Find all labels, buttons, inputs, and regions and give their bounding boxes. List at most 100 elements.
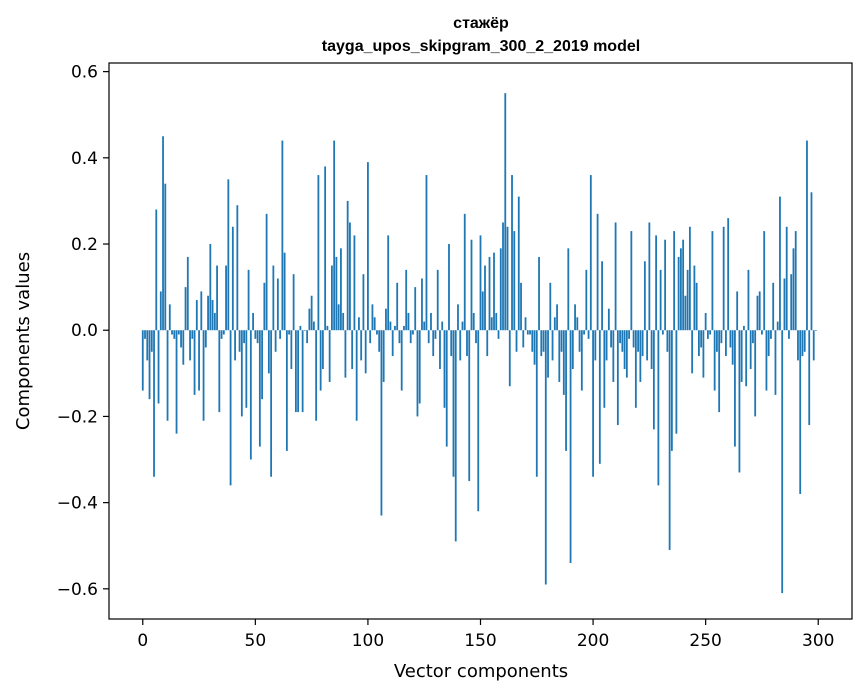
bars-group xyxy=(141,93,817,594)
bar-component-295 xyxy=(806,140,808,331)
bar-component-102 xyxy=(371,304,374,331)
bar-component-289 xyxy=(792,248,795,331)
bar-component-3 xyxy=(148,330,151,400)
bar-component-34 xyxy=(218,330,221,413)
bar-component-184 xyxy=(556,304,558,331)
bar-component-59 xyxy=(274,330,277,352)
bar-component-210 xyxy=(614,222,617,331)
bar-component-191 xyxy=(571,330,574,370)
bar-component-20 xyxy=(186,256,189,331)
bar-component-183 xyxy=(553,317,556,331)
bar-component-72 xyxy=(303,330,306,331)
bar-component-119 xyxy=(409,330,412,344)
x-axis-label: Vector components xyxy=(394,661,568,682)
bar-component-272 xyxy=(754,330,757,417)
bar-component-178 xyxy=(542,330,545,352)
bar-component-259 xyxy=(725,330,727,357)
bar-component-281 xyxy=(774,330,777,395)
bar-component-58 xyxy=(272,265,275,331)
bar-component-152 xyxy=(484,265,486,331)
bar-component-278 xyxy=(767,330,770,357)
bar-component-209 xyxy=(612,330,615,382)
bar-component-175 xyxy=(535,330,538,477)
bar-component-249 xyxy=(702,330,705,378)
bar-component-63 xyxy=(283,252,286,331)
bar-component-92 xyxy=(349,222,351,331)
bar-component-141 xyxy=(459,330,462,361)
bar-component-176 xyxy=(538,256,540,331)
bar-component-263 xyxy=(734,330,736,447)
bar-component-117 xyxy=(405,269,408,331)
bar-component-129 xyxy=(432,330,435,357)
bar-component-70 xyxy=(299,325,302,331)
bar-component-88 xyxy=(340,248,342,331)
bar-component-26 xyxy=(200,291,203,331)
bar-component-223 xyxy=(643,261,646,331)
bar-component-113 xyxy=(396,282,399,331)
bar-component-120 xyxy=(412,330,414,335)
bar-component-126 xyxy=(425,175,428,331)
x-tick-label: 300 xyxy=(802,631,834,651)
bar-component-166 xyxy=(515,330,518,352)
bar-component-240 xyxy=(682,239,685,331)
bar-component-284 xyxy=(781,330,784,594)
bar-component-241 xyxy=(684,295,687,331)
bar-component-31 xyxy=(211,300,214,331)
bar-component-46 xyxy=(245,330,248,408)
bar-component-157 xyxy=(495,312,498,331)
bar-component-229 xyxy=(657,330,660,486)
bar-component-143 xyxy=(463,213,466,331)
bar-component-194 xyxy=(578,330,581,352)
bar-component-22 xyxy=(191,330,194,339)
bar-component-137 xyxy=(450,330,453,357)
bar-component-18 xyxy=(182,330,185,365)
bar-component-213 xyxy=(621,330,624,352)
bar-component-248 xyxy=(700,330,703,348)
bar-component-252 xyxy=(709,330,712,335)
y-axis-ticks: −0.6 −0.4 −0.2 0.0 0.2 0.4 0.6 xyxy=(57,63,109,600)
bar-component-50 xyxy=(254,330,257,339)
bar-component-159 xyxy=(499,248,502,331)
bar-component-225 xyxy=(648,222,651,331)
bar-component-298 xyxy=(812,330,815,361)
bar-component-87 xyxy=(337,304,340,331)
bar-component-48 xyxy=(249,330,252,460)
bar-component-82 xyxy=(326,325,329,331)
bar-component-190 xyxy=(569,330,572,563)
bar-component-104 xyxy=(376,330,378,335)
bar-component-14 xyxy=(173,330,176,339)
bar-component-283 xyxy=(779,196,781,331)
bar-component-56 xyxy=(267,330,270,374)
bar-component-144 xyxy=(466,330,468,357)
bar-component-145 xyxy=(468,330,471,482)
chart-title-line2: tayga_upos_skipgram_300_2_2019 model xyxy=(322,38,640,55)
bar-component-68 xyxy=(294,330,297,413)
bar-component-49 xyxy=(252,312,254,331)
bar-component-226 xyxy=(650,330,653,370)
chart-title-line1: стажёр xyxy=(453,15,509,32)
bar-component-61 xyxy=(279,330,282,339)
bar-component-95 xyxy=(355,330,358,421)
y-tick-label: −0.4 xyxy=(57,494,98,514)
bar-component-276 xyxy=(763,231,766,331)
bar-component-287 xyxy=(788,330,790,339)
bar-component-127 xyxy=(427,330,430,344)
bar-component-27 xyxy=(202,330,205,421)
bar-component-266 xyxy=(740,330,743,382)
bar-component-69 xyxy=(297,330,300,413)
bar-component-211 xyxy=(616,330,619,426)
bar-component-177 xyxy=(540,330,543,357)
bar-component-132 xyxy=(439,330,441,370)
bar-component-162 xyxy=(506,226,509,331)
bar-component-128 xyxy=(430,312,432,331)
bar-component-81 xyxy=(324,166,327,331)
x-tick-label: 250 xyxy=(689,631,721,651)
bar-component-54 xyxy=(263,282,266,331)
bar-component-203 xyxy=(598,330,601,464)
bar-component-1 xyxy=(144,330,146,339)
bar-component-232 xyxy=(664,239,667,331)
bar-component-86 xyxy=(335,256,338,331)
plot-frame xyxy=(108,62,853,620)
bar-component-270 xyxy=(749,330,752,370)
bar-component-42 xyxy=(236,205,239,331)
